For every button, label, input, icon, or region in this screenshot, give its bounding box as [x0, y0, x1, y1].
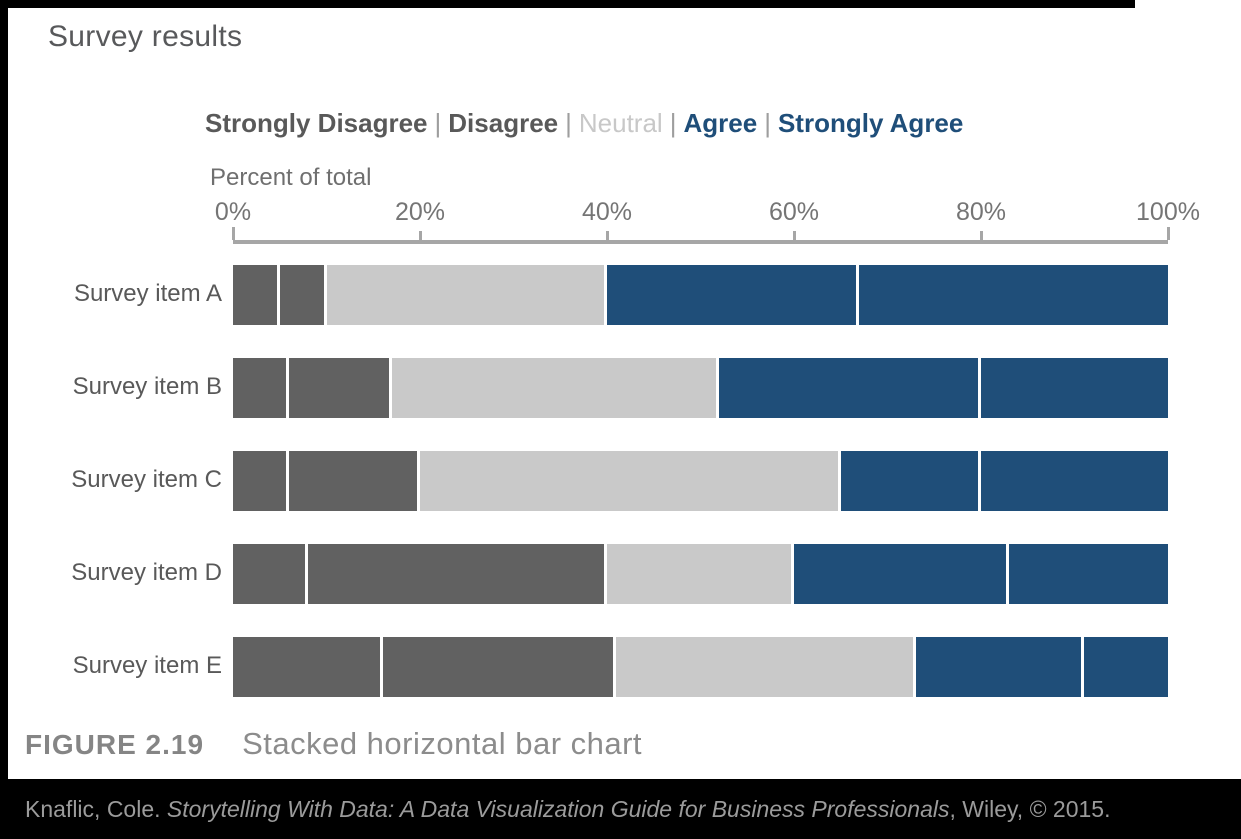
row-label-survey-item-d: Survey item D: [71, 559, 222, 586]
legend-separator: |: [565, 108, 572, 138]
bar-segment-strongly-disagree: [233, 265, 277, 325]
figure-caption: FIGURE 2.19 Stacked horizontal bar chart: [25, 726, 642, 762]
bar-segment-disagree: [279, 265, 324, 325]
x-axis-tick: [231, 227, 235, 240]
x-axis-tick: [792, 231, 796, 240]
bar-segment-neutral: [607, 544, 791, 604]
chart-title: Survey results: [48, 20, 243, 53]
legend-item-agree: Agree: [683, 108, 758, 138]
legend-item-disagree: Disagree: [448, 108, 559, 138]
legend-item-neutral: Neutral: [578, 108, 663, 138]
x-tick-label: 100%: [1136, 198, 1200, 226]
bar-segment-neutral: [391, 358, 717, 418]
x-axis-tick: [605, 231, 609, 240]
x-tick-label: 60%: [768, 198, 820, 226]
bar-segment-neutral: [420, 451, 838, 511]
bar-segment-strongly-agree: [981, 358, 1168, 418]
axis-title: Percent of total: [210, 164, 372, 191]
bar-segment-agree: [794, 544, 1007, 604]
figure-caption-title: Stacked horizontal bar chart: [242, 726, 643, 761]
bar-row: [233, 451, 1168, 511]
legend-separator: |: [669, 108, 677, 138]
bar-segment-strongly-agree: [859, 265, 1168, 325]
x-axis-line: [233, 240, 1168, 244]
bar-segment-strongly-disagree: [233, 544, 305, 604]
x-tick-label: 0%: [214, 198, 252, 226]
bar-segment-strongly-agree: [1083, 637, 1168, 697]
citation-book-title: Storytelling With Data: A Data Visualiza…: [166, 795, 950, 822]
x-tick-label: 40%: [581, 198, 633, 226]
citation-suffix: , Wiley, © 2015.: [949, 795, 1111, 822]
bar-segment-agree: [607, 265, 857, 325]
x-axis-tick: [418, 231, 422, 240]
x-axis-tick: [1166, 227, 1170, 240]
bar-segment-disagree: [307, 544, 604, 604]
x-tick-label: 80%: [955, 198, 1007, 226]
bar-segment-strongly-agree: [981, 451, 1168, 511]
citation-author: Knaflic, Cole.: [25, 795, 167, 822]
row-label-survey-item-c: Survey item C: [71, 466, 222, 493]
legend-separator: |: [434, 108, 442, 138]
bar-segment-disagree: [382, 637, 614, 697]
legend-separator: |: [764, 108, 771, 138]
bar-segment-agree: [840, 451, 978, 511]
bar-segment-strongly-disagree: [233, 451, 287, 511]
bar-row: [233, 265, 1168, 325]
bar-segment-disagree: [289, 358, 389, 418]
citation-bar: Knaflic, Cole. Storytelling With Data: A…: [0, 779, 1241, 839]
bar-row: [233, 544, 1168, 604]
legend-item-strongly-agree: Strongly Agree: [777, 108, 964, 138]
bar-segment-agree: [719, 358, 978, 418]
bar-segment-agree: [915, 637, 1081, 697]
x-axis-tick: [979, 231, 983, 240]
x-tick-label: 20%: [394, 198, 446, 226]
row-label-survey-item-e: Survey item E: [72, 652, 222, 679]
legend: Strongly Disagree | Disagree | Neutral | Agree…: [205, 108, 1185, 139]
row-label-survey-item-a: Survey item A: [73, 280, 222, 307]
row-label-survey-item-b: Survey item B: [72, 373, 222, 400]
bar-segment-neutral: [326, 265, 604, 325]
legend-item-strongly-disagree: Strongly Disagree: [205, 108, 428, 138]
bar-row: [233, 358, 1168, 418]
figure-number: FIGURE 2.19: [25, 729, 205, 760]
bar-segment-disagree: [289, 451, 417, 511]
citation-text: Knaflic, Cole. Storytelling With Data: A…: [25, 796, 1110, 823]
bar-row: [233, 637, 1168, 697]
bar-segment-strongly-disagree: [233, 358, 287, 418]
bar-segment-neutral: [616, 637, 913, 697]
bar-segment-strongly-agree: [1009, 544, 1168, 604]
frame-border-top: [0, 0, 1135, 8]
frame-border-left: [0, 0, 8, 779]
bar-segment-strongly-disagree: [233, 637, 380, 697]
